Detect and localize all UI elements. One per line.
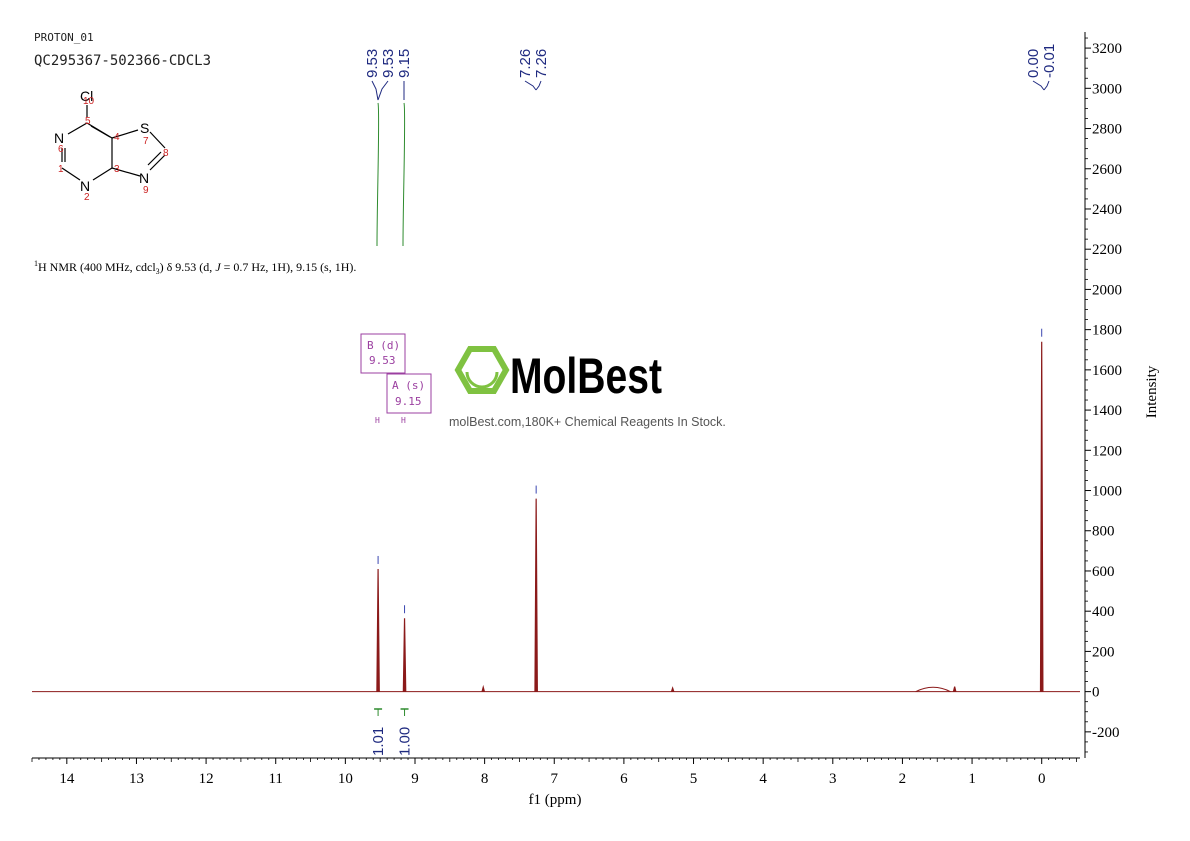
spectrum-layer: [32, 328, 1080, 693]
y-tick-label: 1200: [1092, 443, 1122, 459]
multiplet-box-b: B (d) 9.53 H: [360, 333, 406, 425]
x-tick-label: 2: [899, 771, 907, 787]
locant-9: 9: [143, 185, 149, 196]
nmr-summary-sub: 3: [156, 267, 160, 276]
spectrum-peak: [402, 618, 407, 692]
x-tick-label: 11: [268, 771, 282, 787]
y-tick-label: 2800: [1092, 122, 1122, 138]
spectrum-peak: [952, 686, 957, 692]
peak-label-7-26-a: 7.26: [517, 49, 534, 78]
peak-label-group-1: 9.53 9.53 9.15: [364, 49, 413, 101]
locant-6: 6: [58, 144, 64, 155]
experiment-label: PROTON_01: [34, 31, 94, 44]
spectrum-broad-peak: [915, 686, 951, 693]
nmr-summary-sup: 1: [34, 259, 38, 268]
atom-n2: N: [80, 178, 90, 194]
spectrum-peak: [534, 498, 538, 692]
integral-layer: 1.01 1.00: [370, 708, 414, 756]
spectrum-peak: [481, 684, 486, 692]
peak-label-7-26-b: 7.26: [533, 49, 550, 78]
atom-n6: N: [54, 130, 64, 146]
y-tick-label: 3000: [1092, 81, 1122, 97]
peak-label-9-15: 9.15: [396, 49, 413, 78]
spectrum-peak: [376, 568, 380, 692]
x-tick-label: 9: [411, 771, 419, 787]
y-tick-label: 3200: [1092, 41, 1122, 57]
locant-4: 4: [114, 132, 120, 143]
x-tick-label: 0: [1038, 771, 1046, 787]
x-tick-label: 4: [759, 771, 767, 787]
multiplet-a-atom: H: [401, 416, 406, 425]
peak-label-9-53-b: 9.53: [380, 49, 397, 78]
locant-10: 10: [83, 96, 95, 107]
locant-8: 8: [163, 148, 169, 159]
y-axis-label: Intensity: [1144, 365, 1160, 418]
locant-2: 2: [84, 192, 90, 203]
integral-curves: [376, 102, 406, 247]
nmr-summary-part-b: ) δ 9.53 (d,: [160, 260, 216, 274]
molbest-brand: MolBest: [510, 348, 662, 404]
atom-cl: Cl: [80, 88, 93, 104]
peak-label-group-3: 0.00 -0.01: [1025, 44, 1058, 91]
locant-1: 1: [58, 164, 64, 175]
multiplet-b-shift: 9.53: [369, 354, 396, 367]
y-tick-label: 2400: [1092, 202, 1122, 218]
nmr-summary: 1H NMR (400 MHz, cdcl3) δ 9.53 (d, J = 0…: [34, 259, 356, 276]
chemical-structure: [61, 105, 166, 181]
peak-label-0-00: 0.00: [1025, 49, 1042, 78]
x-tick-label: 6: [620, 771, 628, 787]
x-tick-label: 14: [59, 771, 75, 787]
peak-label-group-2: 7.26 7.26: [517, 49, 550, 91]
multiplet-box-a: A (s) 9.15 H: [386, 373, 432, 425]
y-tick-label: 200: [1092, 644, 1115, 660]
x-tick-label: 8: [481, 771, 489, 787]
x-tick-label: 7: [551, 771, 559, 787]
x-tick-label: 3: [829, 771, 837, 787]
spectrum-peak: [1039, 341, 1044, 692]
molbest-watermark: MolBest molBest.com,180K+ Chemical Reage…: [449, 346, 726, 429]
y-tick-label: 400: [1092, 604, 1115, 620]
y-tick-label: 2000: [1092, 282, 1122, 298]
y-tick-label: 0: [1092, 685, 1100, 701]
y-tick-label: 1800: [1092, 323, 1122, 339]
nmr-summary-part-c: = 0.7 Hz, 1H), 9.15 (s, 1H).: [221, 260, 357, 274]
x-tick-label: 1: [968, 771, 976, 787]
y-tick-label: 1400: [1092, 403, 1122, 419]
structure-atoms: Cl N N N S: [54, 88, 149, 194]
y-tick-label: -200: [1092, 725, 1120, 741]
x-tick-label: 5: [690, 771, 698, 787]
x-axis-label: f1 (ppm): [529, 792, 582, 808]
atom-s7: S: [140, 120, 149, 136]
multiplet-b-label: B (d): [367, 339, 400, 352]
nmr-summary-j: J: [215, 260, 221, 274]
y-tick-label: 1000: [1092, 484, 1122, 500]
structure-locants: 10 5 4 6 1 3 7 8 9 2: [58, 96, 169, 203]
y-tick-label: 1600: [1092, 363, 1122, 379]
x-tick-label: 13: [129, 771, 144, 787]
spectrum-peak: [670, 686, 675, 692]
y-tick-label: 2200: [1092, 242, 1122, 258]
x-tick-label: 10: [338, 771, 353, 787]
peak-label-neg-0-01: -0.01: [1041, 44, 1058, 78]
multiplet-b-atom: H: [375, 416, 380, 425]
molbest-tagline: molBest.com,180K+ Chemical Reagents In S…: [449, 415, 726, 429]
y-tick-label: 2600: [1092, 162, 1122, 178]
integral-value: 1.00: [397, 727, 414, 756]
x-tick-label: 12: [199, 771, 214, 787]
axes: 14 13 12 11 10 9 8 7 6 5 4 3 2 1 032003000280026002400…: [31, 32, 1122, 787]
atom-n9: N: [139, 170, 149, 186]
y-tick-label: 600: [1092, 564, 1115, 580]
locant-3: 3: [114, 164, 120, 175]
locant-5: 5: [85, 116, 91, 127]
nmr-summary-part-a: H NMR (400 MHz, cdcl: [38, 260, 156, 274]
multiplet-a-shift: 9.15: [395, 395, 422, 408]
sample-label: QC295367-502366-CDCL3: [34, 53, 211, 69]
locant-7: 7: [143, 136, 149, 147]
molbest-logo-icon: [454, 346, 510, 394]
peak-label-9-53-a: 9.53: [364, 49, 381, 78]
y-tick-label: 800: [1092, 524, 1115, 540]
multiplet-a-label: A (s): [392, 379, 425, 392]
integral-value: 1.01: [370, 727, 387, 756]
